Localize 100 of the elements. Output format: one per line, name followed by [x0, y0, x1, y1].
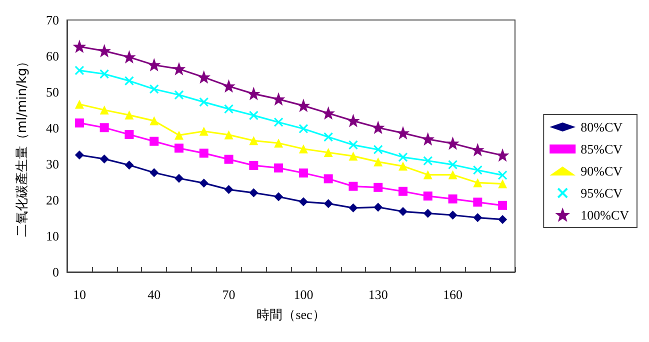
point	[473, 213, 482, 222]
point	[473, 198, 482, 207]
point	[274, 163, 284, 172]
point	[448, 194, 458, 204]
point	[124, 110, 134, 120]
point	[124, 76, 134, 86]
y-tick-label: 50	[46, 84, 59, 100]
point	[324, 132, 334, 142]
x-tick-label: 160	[443, 287, 463, 302]
point	[174, 130, 184, 140]
point	[398, 186, 408, 196]
point	[99, 46, 110, 56]
point	[274, 192, 284, 202]
point	[447, 138, 458, 149]
point	[248, 110, 258, 120]
point	[224, 104, 234, 114]
point	[374, 182, 383, 192]
point	[298, 100, 309, 111]
point	[150, 116, 159, 126]
point	[423, 192, 432, 201]
point	[298, 197, 308, 206]
point	[498, 200, 508, 210]
point	[148, 60, 160, 70]
point	[199, 97, 209, 107]
point	[324, 174, 333, 184]
point	[423, 156, 433, 166]
point	[74, 66, 84, 76]
point	[423, 208, 432, 218]
legend-label: 85%CV	[580, 142, 624, 156]
point	[498, 214, 508, 224]
point	[348, 152, 358, 161]
point	[198, 72, 210, 83]
point	[100, 123, 109, 132]
legend-label: 95%CV	[580, 186, 624, 200]
point	[298, 124, 308, 134]
point	[348, 182, 358, 191]
x-tick-label: 100	[294, 287, 314, 302]
x-tick-label: 70	[222, 287, 236, 302]
point	[398, 128, 408, 138]
point	[223, 80, 234, 92]
point	[422, 134, 434, 144]
point	[224, 185, 234, 194]
point	[398, 207, 408, 216]
point	[448, 170, 458, 180]
point	[298, 144, 308, 154]
point	[100, 154, 109, 164]
point	[74, 100, 84, 109]
point	[298, 168, 308, 178]
point	[174, 90, 184, 100]
point	[473, 178, 482, 188]
legend-label: 80%CV	[580, 120, 624, 134]
point	[472, 165, 482, 175]
point	[423, 170, 432, 180]
point	[150, 136, 159, 146]
point	[150, 168, 159, 178]
point	[174, 64, 184, 74]
point	[498, 179, 508, 188]
point	[348, 140, 358, 150]
y-tick-label: 40	[46, 120, 59, 136]
y-tick-label: 10	[46, 228, 59, 244]
x-axis-title: 時間（sec）	[256, 307, 326, 322]
y-tick-label: 60	[46, 48, 59, 64]
point	[324, 199, 333, 208]
point	[249, 136, 258, 146]
point	[324, 148, 333, 157]
point	[373, 144, 383, 154]
point	[100, 106, 109, 114]
point	[372, 122, 384, 133]
x-tick-label: 40	[148, 287, 161, 302]
point	[448, 210, 458, 220]
y-tick-label: 20	[46, 192, 59, 208]
point	[74, 41, 85, 52]
point	[398, 152, 408, 162]
point	[323, 108, 334, 119]
point	[124, 160, 134, 170]
y-tick-label: 70	[46, 12, 59, 28]
point	[498, 170, 508, 180]
point	[174, 174, 184, 183]
point	[472, 144, 483, 156]
point	[398, 162, 408, 171]
point	[497, 150, 508, 161]
point	[124, 52, 135, 62]
legend-label: 100%CV	[580, 208, 630, 222]
point	[100, 69, 110, 79]
point	[274, 138, 284, 148]
y-axis-title: 二氧化碳產生量（ml/min/kg）	[15, 54, 30, 238]
point	[274, 117, 284, 128]
x-tick-label: 130	[368, 287, 388, 302]
x-tick-label: 10	[72, 287, 86, 302]
point	[249, 188, 258, 198]
point	[224, 130, 234, 140]
point	[174, 144, 184, 153]
point	[374, 202, 383, 212]
point	[374, 157, 383, 166]
point	[74, 118, 84, 128]
point	[74, 150, 84, 160]
point	[199, 148, 208, 158]
point	[199, 126, 208, 136]
point	[448, 160, 458, 170]
point	[224, 154, 234, 164]
